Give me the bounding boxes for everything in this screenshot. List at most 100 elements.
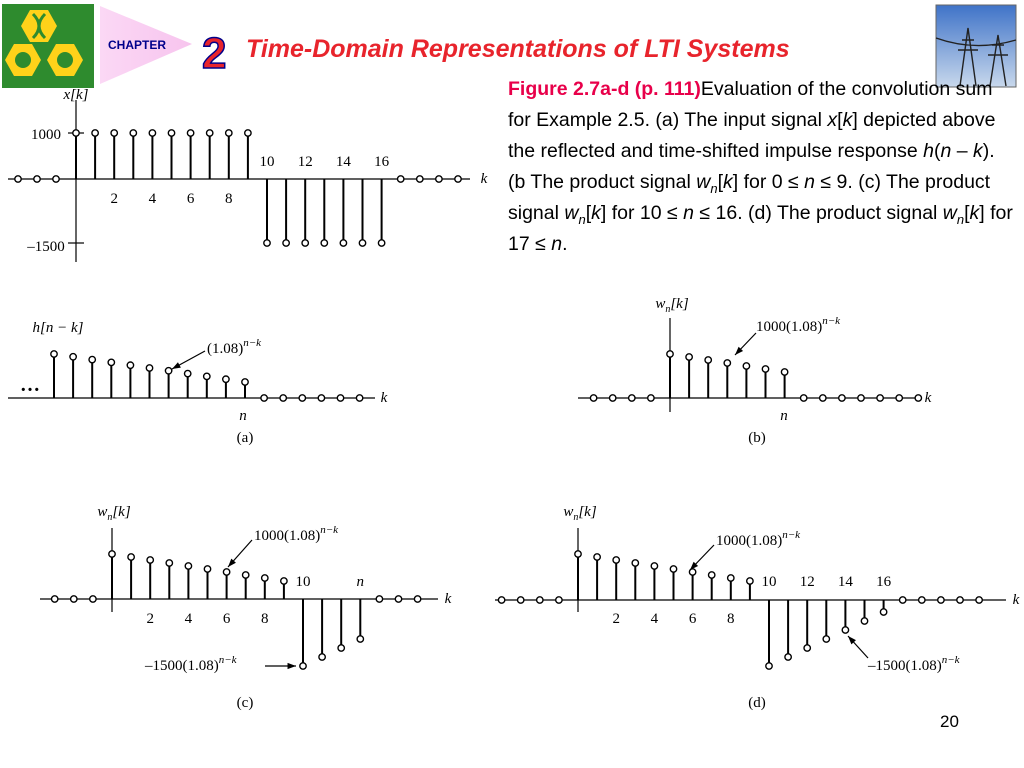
caption-part: . bbox=[562, 233, 568, 255]
x-tick-label: n bbox=[239, 408, 247, 424]
stem-head bbox=[107, 358, 116, 367]
stem-head bbox=[263, 239, 271, 247]
annotation: 1000(1.08)n−k bbox=[756, 315, 841, 335]
caption-part: n bbox=[804, 171, 816, 193]
stem-head bbox=[126, 361, 135, 370]
x-tick-label: n bbox=[356, 574, 364, 590]
stem-head bbox=[202, 372, 211, 381]
stem-head bbox=[145, 364, 154, 372]
arrow-head bbox=[287, 662, 296, 670]
caption-part: [ bbox=[837, 109, 843, 131]
stem-head bbox=[203, 565, 212, 573]
stem-head bbox=[975, 596, 983, 604]
x-tick-label: 2 bbox=[612, 611, 620, 627]
y-axis-label: wn[k] bbox=[563, 504, 597, 523]
x-tick-label: 8 bbox=[727, 611, 735, 627]
stem-head bbox=[876, 394, 884, 402]
x-tick-label: 14 bbox=[838, 574, 854, 590]
stem-head bbox=[841, 626, 850, 634]
stem-head bbox=[355, 394, 364, 402]
stem-head bbox=[375, 595, 384, 603]
annotation: –1500(1.08)n−k bbox=[144, 654, 238, 674]
stem-head bbox=[726, 574, 735, 582]
x-tick-label: 2 bbox=[146, 611, 154, 627]
label-base: w bbox=[97, 504, 107, 520]
caption-part: n bbox=[578, 211, 586, 227]
stem-head bbox=[434, 175, 443, 183]
stem-head bbox=[167, 129, 176, 137]
caption-part: – bbox=[951, 140, 974, 162]
x-tick-label: 6 bbox=[187, 191, 195, 207]
annotation-base: 1000(1.08) bbox=[254, 528, 320, 544]
x-tick-label: 14 bbox=[336, 154, 352, 170]
stem-head bbox=[279, 577, 288, 585]
stem-head bbox=[669, 565, 678, 573]
annotation-sup: n−k bbox=[942, 654, 961, 666]
annotation: 1000(1.08)n−k bbox=[716, 529, 801, 549]
x-tick-label: 10 bbox=[296, 574, 311, 590]
stem-head bbox=[164, 366, 173, 375]
caption-part: h bbox=[923, 140, 934, 162]
annotation: 1000(1.08)n−k bbox=[254, 524, 339, 544]
stem-head bbox=[688, 568, 697, 576]
caption-part: ] for 10 ≤ bbox=[600, 202, 684, 224]
arrow-head bbox=[848, 636, 856, 645]
stem-head bbox=[516, 596, 525, 604]
chapter-number: 2 bbox=[202, 29, 226, 78]
stem-head bbox=[631, 559, 640, 567]
stem-head bbox=[857, 394, 865, 402]
x-tick-label: 10 bbox=[260, 154, 275, 170]
caption-part: Figure 2.7a-d (p. 111) bbox=[508, 78, 701, 100]
stem-head bbox=[50, 350, 58, 358]
x-tick-label: n bbox=[780, 408, 788, 424]
stem-head bbox=[69, 352, 78, 361]
y-tick-label: 1000 bbox=[31, 127, 61, 143]
stem-head bbox=[279, 394, 288, 402]
caption-part: ). (b The product signal bbox=[508, 140, 995, 193]
caption-part: ( bbox=[934, 140, 941, 162]
y-tick-label: –1500 bbox=[26, 239, 65, 255]
y-axis-label: x[k] bbox=[63, 87, 89, 103]
stem-head bbox=[260, 394, 268, 402]
stem-head bbox=[224, 129, 233, 137]
arrow-head bbox=[690, 561, 699, 570]
x-tick-label: 12 bbox=[800, 574, 815, 590]
stem-head bbox=[917, 596, 926, 604]
caption-part: k bbox=[723, 171, 733, 193]
stem-head bbox=[898, 596, 907, 604]
stem-head bbox=[589, 394, 598, 402]
stem-head bbox=[879, 608, 888, 616]
annotation-sup: n−k bbox=[320, 524, 339, 536]
caption-part: [ bbox=[585, 202, 592, 224]
label-base: w bbox=[655, 296, 665, 312]
stem-head bbox=[612, 556, 621, 564]
x-tick-label: 4 bbox=[185, 611, 193, 627]
stem-head bbox=[148, 129, 157, 137]
panel-label: (d) bbox=[748, 695, 766, 711]
stem-head bbox=[301, 239, 310, 247]
stem-head bbox=[593, 553, 601, 561]
caption-part: ≤ 16. (d) The product signal bbox=[693, 202, 943, 224]
axis-label: k bbox=[925, 390, 932, 406]
stem-head bbox=[52, 175, 60, 183]
stem-head bbox=[497, 596, 506, 604]
caption-part: [ bbox=[964, 202, 970, 224]
stem-head bbox=[317, 394, 326, 402]
annotation-base: 1000(1.08) bbox=[756, 319, 822, 335]
y-axis-label: wn[k] bbox=[97, 504, 131, 523]
x-tick-label: 8 bbox=[261, 611, 269, 627]
stem-head bbox=[165, 559, 174, 567]
panel-label: (a) bbox=[237, 430, 254, 446]
stem-head bbox=[356, 635, 365, 643]
stem-head bbox=[838, 394, 846, 402]
annotation-sup: n−k bbox=[219, 654, 238, 666]
stem-head bbox=[241, 571, 250, 579]
x-tick-label: 6 bbox=[223, 611, 231, 627]
axis-label: k bbox=[481, 171, 488, 187]
stem-head bbox=[337, 644, 346, 652]
stem-head bbox=[799, 394, 808, 402]
stem-head bbox=[555, 596, 563, 604]
stem-head bbox=[574, 550, 582, 558]
stem-head bbox=[956, 596, 964, 604]
label-rest: [k] bbox=[578, 504, 596, 520]
